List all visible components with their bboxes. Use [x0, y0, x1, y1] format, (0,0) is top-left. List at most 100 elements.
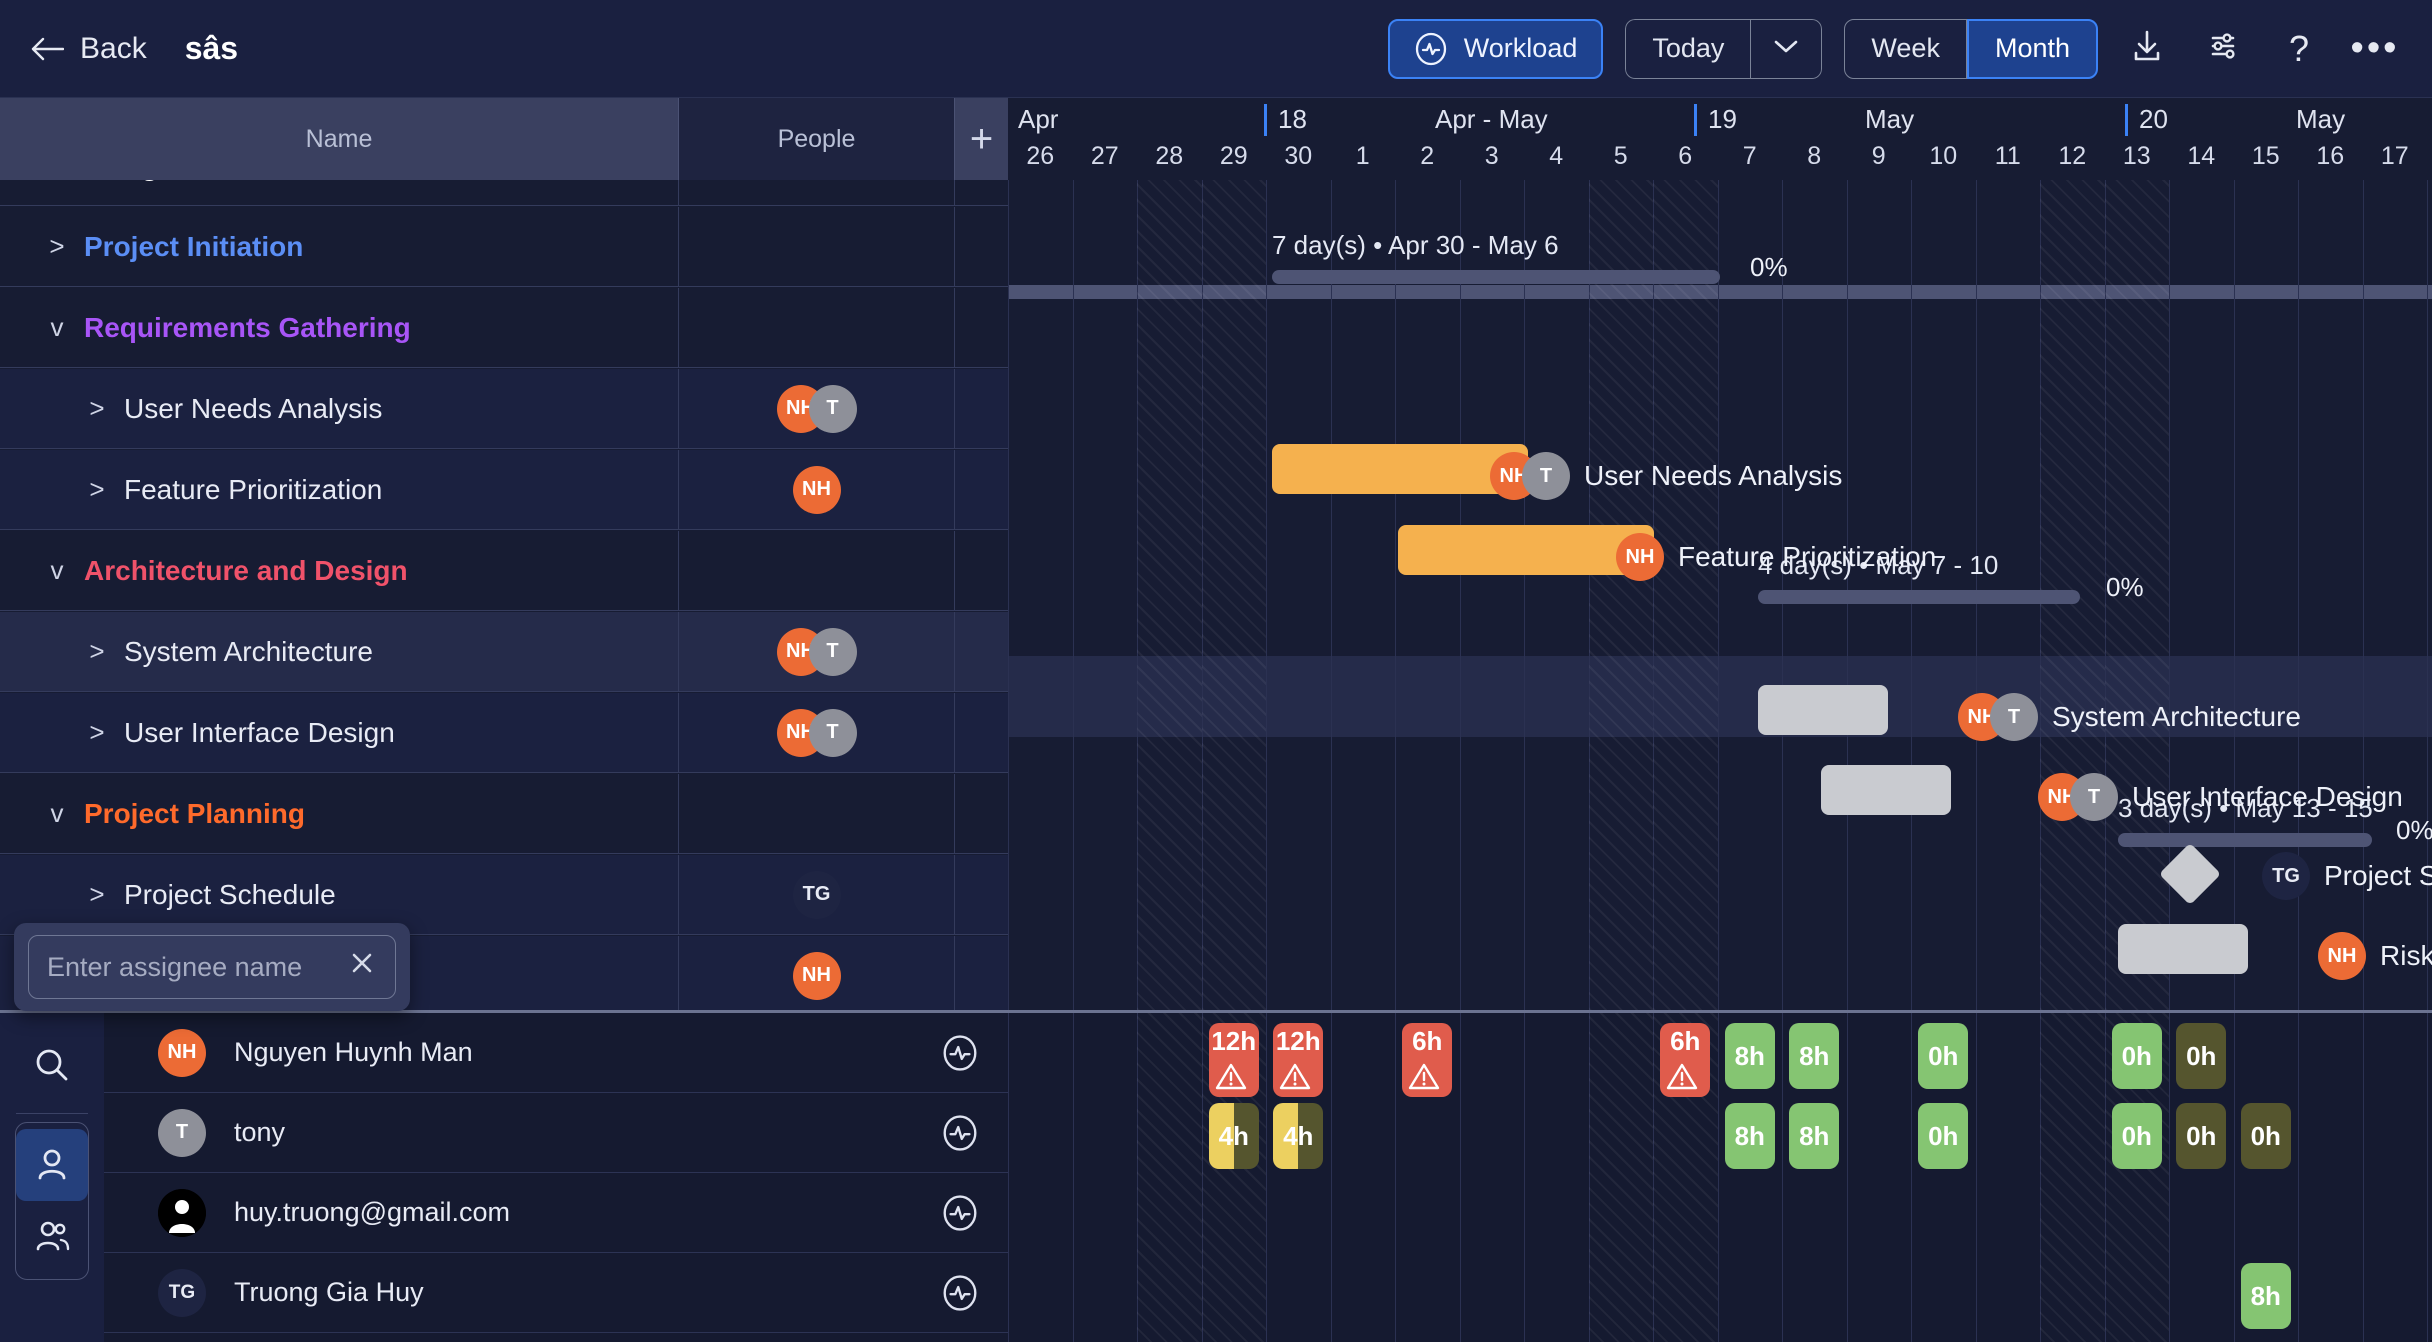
- workload-cell[interactable]: 0h: [1918, 1103, 1969, 1169]
- today-dropdown-button[interactable]: [1750, 18, 1823, 79]
- workload-person-row[interactable]: TG Truong Gia Huy: [104, 1253, 1008, 1333]
- gantt-bar[interactable]: [1758, 685, 1888, 735]
- task-name-cell[interactable]: [0, 936, 679, 1010]
- chevron-down-icon[interactable]: v: [50, 555, 64, 585]
- add-column-button[interactable]: +: [955, 98, 1008, 180]
- workload-cell[interactable]: 0h: [1918, 1023, 1969, 1089]
- tab-month[interactable]: Month: [1966, 18, 2098, 79]
- search-icon[interactable]: [16, 1029, 88, 1101]
- workload-button[interactable]: Workload: [1387, 18, 1604, 79]
- workload-person-row[interactable]: NH Nguyen Huynh Man: [104, 1013, 1008, 1093]
- task-people-cell[interactable]: NH T: [679, 693, 955, 772]
- task-people-cell[interactable]: NH T: [679, 612, 955, 691]
- avatar-stack: NH T: [1958, 693, 2038, 741]
- workload-cell[interactable]: 6h: [1402, 1023, 1453, 1097]
- people-icon[interactable]: [16, 1201, 88, 1273]
- pulse-icon[interactable]: [940, 1113, 980, 1153]
- chevron-right-icon[interactable]: >: [89, 393, 105, 423]
- assignee-popup[interactable]: Enter assignee name: [14, 923, 410, 1011]
- chevron-right-icon[interactable]: >: [89, 717, 105, 747]
- today-button[interactable]: Today: [1625, 18, 1751, 79]
- workload-cell[interactable]: 4h: [1208, 1103, 1259, 1169]
- column-header-people[interactable]: People: [679, 98, 955, 180]
- task-people-cell[interactable]: [679, 180, 955, 205]
- task-row[interactable]: > System Architecture NH T: [0, 612, 1008, 692]
- workload-cell[interactable]: 8h: [1789, 1103, 1840, 1169]
- workload-cell[interactable]: 0h: [2111, 1103, 2162, 1169]
- assignee-input-wrapper[interactable]: Enter assignee name: [28, 935, 396, 999]
- task-group-row[interactable]: v Architecture and Design: [0, 531, 1008, 611]
- task-people-cell[interactable]: [679, 288, 955, 367]
- chevron-right-icon[interactable]: >: [49, 231, 65, 261]
- workload-heatmap[interactable]: 12h 12h 4h 4h 6h 6h 8h 8h 8h 8h 0h 0h 0h 0h 0h 0h 0h 8h: [1008, 1013, 2432, 1342]
- workload-cell[interactable]: 6h: [1660, 1023, 1711, 1097]
- task-people-cell[interactable]: [679, 207, 955, 286]
- task-name-cell[interactable]: v Project Planning: [0, 774, 679, 853]
- task-people-cell[interactable]: NH T: [679, 369, 955, 448]
- task-name-cell[interactable]: v Planning: [0, 180, 679, 205]
- task-people-cell[interactable]: [679, 774, 955, 853]
- task-name-cell[interactable]: > User Needs Analysis: [0, 369, 679, 448]
- chevron-down-icon[interactable]: v: [0, 180, 28, 181]
- pulse-icon[interactable]: [940, 1033, 980, 1073]
- gantt-bar[interactable]: [1821, 765, 1951, 815]
- chevron-right-icon[interactable]: >: [89, 474, 105, 504]
- task-row[interactable]: > User Interface Design NH T: [0, 693, 1008, 773]
- filter-settings-button[interactable]: [2196, 22, 2250, 76]
- workload-cell[interactable]: 12h: [1208, 1023, 1259, 1097]
- pulse-icon[interactable]: [940, 1193, 980, 1233]
- gantt-bar[interactable]: [2118, 924, 2248, 974]
- column-header-name[interactable]: Name: [0, 98, 679, 180]
- pulse-icon[interactable]: [940, 1273, 980, 1313]
- tab-week[interactable]: Week: [1844, 18, 1967, 79]
- gantt-bar[interactable]: [1398, 525, 1654, 575]
- task-people-cell[interactable]: NH: [679, 450, 955, 529]
- download-button[interactable]: [2120, 22, 2174, 76]
- workload-cell[interactable]: 8h: [2240, 1263, 2291, 1329]
- task-group-row[interactable]: > Project Initiation: [0, 207, 1008, 287]
- workload-cell[interactable]: 0h: [2176, 1023, 2227, 1089]
- workload-cell[interactable]: 0h: [2240, 1103, 2291, 1169]
- task-people-cell[interactable]: TG: [679, 855, 955, 934]
- task-table[interactable]: v Planning > Project Initiation v Requirement…: [0, 180, 1008, 1010]
- workload-cell[interactable]: 4h: [1273, 1103, 1324, 1169]
- chevron-down-icon[interactable]: v: [50, 312, 64, 342]
- task-row[interactable]: > Project Schedule TG: [0, 855, 1008, 935]
- workload-person-row[interactable]: huy.truong@gmail.com: [104, 1173, 1008, 1253]
- task-row[interactable]: > Feature Prioritization NH: [0, 450, 1008, 530]
- workload-cell[interactable]: 8h: [1724, 1103, 1775, 1169]
- task-group-row[interactable]: v Requirements Gathering: [0, 288, 1008, 368]
- heatmap-gridline: [1330, 1013, 1332, 1342]
- chevron-right-icon[interactable]: >: [89, 879, 105, 909]
- task-name-cell[interactable]: v Architecture and Design: [0, 531, 679, 610]
- summary-progress-percent: 0%: [2396, 815, 2432, 845]
- task-name-cell[interactable]: v Requirements Gathering: [0, 288, 679, 367]
- task-people-cell[interactable]: [679, 531, 955, 610]
- more-options-button[interactable]: •••: [2348, 22, 2402, 76]
- task-group-row[interactable]: v Project Planning: [0, 774, 1008, 854]
- task-name-cell[interactable]: > Feature Prioritization: [0, 450, 679, 529]
- task-name-cell[interactable]: > Project Schedule: [0, 855, 679, 934]
- workload-cell[interactable]: 8h: [1724, 1023, 1775, 1089]
- task-name-cell[interactable]: > Project Initiation: [0, 207, 679, 286]
- task-name-cell[interactable]: > System Architecture: [0, 612, 679, 691]
- gantt-bar[interactable]: [1272, 444, 1528, 494]
- workload-cell[interactable]: 0h: [2176, 1103, 2227, 1169]
- task-group-row[interactable]: v Planning: [0, 180, 1008, 206]
- task-name-cell[interactable]: > User Interface Design: [0, 693, 679, 772]
- task-row[interactable]: > User Needs Analysis NH T: [0, 369, 1008, 449]
- assignee-input-placeholder[interactable]: Enter assignee name: [47, 951, 303, 982]
- help-button[interactable]: ?: [2272, 22, 2326, 76]
- back-button[interactable]: Back: [30, 32, 147, 66]
- person-icon[interactable]: [16, 1129, 88, 1201]
- chevron-down-icon[interactable]: v: [50, 798, 64, 828]
- chevron-right-icon[interactable]: >: [89, 636, 105, 666]
- workload-cell[interactable]: 0h: [2111, 1023, 2162, 1089]
- close-icon[interactable]: [347, 948, 377, 986]
- workload-cell[interactable]: 12h: [1273, 1023, 1324, 1097]
- task-people-cell[interactable]: NH: [679, 936, 955, 1010]
- gantt-chart[interactable]: 7 day(s) • Apr 30 - May 6 0% 4 day(s) • Ma…: [1008, 180, 2432, 1010]
- workload-cell[interactable]: 8h: [1789, 1023, 1840, 1089]
